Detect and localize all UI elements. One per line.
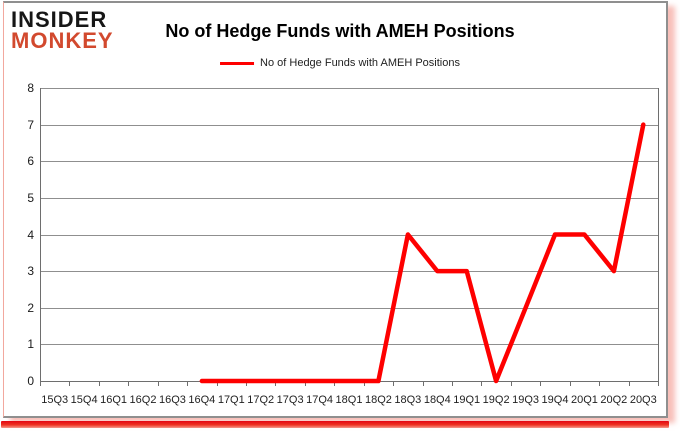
gridline <box>40 344 658 345</box>
legend-line-swatch <box>220 61 255 65</box>
gridline <box>40 125 658 126</box>
logo-line-insider: INSIDER <box>11 7 108 32</box>
x-axis-tick <box>658 382 659 386</box>
hedge-funds-series-line <box>199 122 646 384</box>
chart-frame <box>3 1 668 418</box>
x-axis-tick <box>393 382 394 386</box>
x-tick-label: 18Q2 <box>364 394 392 406</box>
logo-line-monkey: MONKEY <box>11 28 114 53</box>
x-tick-label: 19Q1 <box>453 394 481 406</box>
series-line-svg <box>199 122 646 384</box>
x-tick-label: 17Q1 <box>217 394 245 406</box>
gridline <box>40 271 658 272</box>
y-tick-label: 6 <box>27 154 34 168</box>
gridline <box>40 198 658 199</box>
x-axis-tick <box>187 382 188 386</box>
x-tick-label: 19Q3 <box>512 394 540 406</box>
x-axis-tick <box>364 382 365 386</box>
x-axis-tick <box>540 382 541 386</box>
x-axis-tick <box>40 382 41 386</box>
x-tick-label: 20Q2 <box>600 394 628 406</box>
gridline <box>40 161 658 162</box>
x-axis-tick <box>217 382 218 386</box>
x-axis-tick <box>128 382 129 386</box>
plot-right-border <box>658 88 659 382</box>
legend: No of Hedge Funds with AMEH Positions <box>220 57 460 69</box>
x-axis-tick <box>334 382 335 386</box>
y-tick-label: 2 <box>27 301 34 315</box>
x-axis-tick <box>158 382 159 386</box>
x-tick-label: 17Q2 <box>247 394 275 406</box>
x-axis-tick <box>570 382 571 386</box>
x-axis-tick <box>452 382 453 386</box>
y-axis-line <box>40 88 41 382</box>
x-axis-tick <box>511 382 512 386</box>
x-axis-tick <box>423 382 424 386</box>
y-tick-label: 8 <box>27 81 34 95</box>
x-tick-label: 20Q3 <box>629 394 657 406</box>
x-axis-tick <box>481 382 482 386</box>
x-axis-tick <box>599 382 600 386</box>
insider-monkey-logo: INSIDER MONKEY <box>11 7 114 53</box>
x-tick-label: 19Q2 <box>482 394 510 406</box>
x-tick-label: 16Q4 <box>188 394 216 406</box>
x-tick-label: 16Q3 <box>158 394 186 406</box>
chart-title: No of Hedge Funds with AMEH Positions <box>165 21 515 41</box>
gridline <box>40 88 658 89</box>
x-axis-tick <box>275 382 276 386</box>
x-tick-label: 16Q1 <box>100 394 128 406</box>
y-tick-label: 7 <box>27 118 34 132</box>
plot-area: 0 1 2 3 4 5 6 7 8 15Q3 15Q4 16Q1 16Q2 16Q3 16Q4 17Q1 17Q… <box>27 81 659 406</box>
legend-label: No of Hedge Funds with AMEH Positions <box>260 57 460 69</box>
x-tick-label: 18Q3 <box>394 394 422 406</box>
x-tick-label: 19Q4 <box>541 394 569 406</box>
x-tick-label: 20Q1 <box>570 394 598 406</box>
x-tick-label: 17Q4 <box>306 394 334 406</box>
x-tick-label: 15Q4 <box>70 394 98 406</box>
gridline <box>40 308 658 309</box>
y-tick-label: 5 <box>27 191 34 205</box>
y-tick-label: 0 <box>27 374 34 388</box>
x-axis-tick <box>629 382 630 386</box>
bottom-red-shadow-bar <box>1 421 669 428</box>
x-axis-tick <box>69 382 70 386</box>
x-tick-label: 18Q4 <box>423 394 451 406</box>
y-tick-label: 1 <box>27 337 34 351</box>
gridline <box>40 235 658 236</box>
y-tick-label: 4 <box>27 228 34 242</box>
x-tick-label: 16Q2 <box>129 394 157 406</box>
x-tick-label: 18Q1 <box>335 394 363 406</box>
x-axis-tick <box>99 382 100 386</box>
x-tick-label: 17Q3 <box>276 394 304 406</box>
x-axis-tick <box>246 382 247 386</box>
y-tick-label: 3 <box>27 264 34 278</box>
x-axis-tick <box>305 382 306 386</box>
x-tick-label: 15Q3 <box>41 394 69 406</box>
